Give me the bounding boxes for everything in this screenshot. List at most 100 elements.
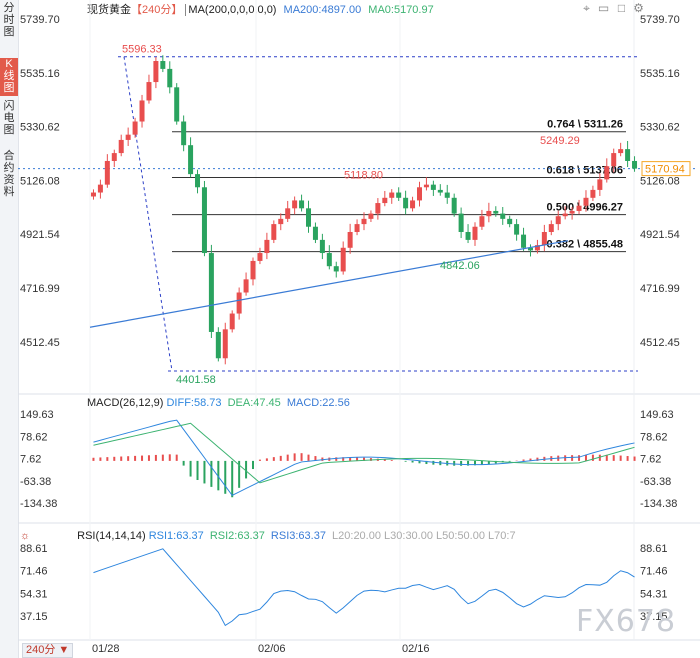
price-tick-right: 5739.70: [640, 14, 680, 26]
candle-body: [250, 260, 256, 280]
price-tick-left: 4716.99: [20, 283, 60, 295]
rsi-tick-left: 71.46: [20, 566, 48, 578]
instrument-name: 现货黄金: [87, 4, 131, 16]
candle-body: [340, 247, 346, 272]
candle-body: [590, 189, 596, 198]
fib-level-label: 0.618 \ 5137.06: [547, 165, 623, 177]
candle-body: [534, 245, 540, 251]
ma200-line: [89, 240, 569, 328]
macd-tick-left: 149.63: [20, 409, 54, 421]
candle-body: [236, 292, 242, 314]
candle-body: [389, 192, 395, 198]
rsi-settings-icon[interactable]: ☼: [20, 530, 31, 542]
candle-body: [437, 189, 443, 193]
rsi3-value: RSI3:63.37: [270, 530, 326, 542]
candle-body: [486, 210, 492, 217]
candle-body: [188, 145, 194, 175]
price-tick-left: 4921.54: [20, 229, 60, 241]
candle-body: [347, 231, 353, 248]
candle-body: [493, 210, 499, 214]
candle-body: [527, 247, 533, 251]
rsi-tick-right: 71.46: [640, 566, 668, 578]
minimize-icon[interactable]: ▭: [597, 1, 610, 15]
current-price-tag: [641, 161, 691, 177]
rsi-l30: L30:30.00: [384, 530, 433, 542]
candle-body: [555, 216, 561, 225]
candle-body: [403, 197, 409, 209]
candle-body: [541, 231, 547, 246]
macd-tick-right: 78.62: [640, 431, 668, 443]
rsi-l20: L20:20.00: [332, 530, 381, 542]
tab-flash[interactable]: 闪电图: [3, 100, 15, 136]
price-tick-right: 4512.45: [640, 337, 680, 349]
candle-body: [285, 208, 291, 219]
candle-body: [153, 61, 159, 83]
candle-body: [125, 134, 131, 140]
macd-tick-left: -63.38: [20, 476, 51, 488]
rsi-tick-left: 37.15: [20, 611, 48, 623]
macd-value: MACD:22.56: [286, 397, 350, 409]
candle-body: [361, 218, 367, 225]
candle-body: [521, 234, 527, 248]
macd-tick-right: -134.38: [640, 498, 677, 510]
macd-tick-right: -63.38: [640, 476, 671, 488]
candle-body: [306, 208, 312, 227]
candle-body: [319, 239, 325, 254]
candle-body: [458, 213, 464, 232]
macd-dea-line: [93, 422, 635, 484]
maximize-icon[interactable]: □: [617, 1, 626, 15]
ma-params[interactable]: MA(200,0,0,0,0,0): [185, 4, 277, 16]
price-tick-left: 5739.70: [20, 14, 60, 26]
macd-tick-left: -134.38: [20, 498, 57, 510]
rsi-l50: L50:50.00: [436, 530, 485, 542]
candle-body: [451, 197, 457, 214]
period-label: 【240分】: [131, 4, 183, 16]
candle-body: [271, 224, 277, 240]
candle-body: [118, 139, 124, 154]
macd-tick-left: 7.62: [20, 454, 41, 466]
price-tick-right: 5126.08: [640, 175, 680, 187]
price-chart[interactable]: 0.764 \ 5311.260.618 \ 5137.060.500 \ 49…: [18, 0, 700, 658]
macd-dea: DEA:47.45: [227, 397, 281, 409]
rsi-l70: L70:7: [488, 530, 516, 542]
tab-timeshare[interactable]: 分时图: [3, 2, 15, 38]
macd-diff: DIFF:58.73: [166, 397, 222, 409]
candle-body: [160, 61, 166, 69]
candle-body: [132, 121, 138, 135]
high-annotation: 5596.33: [122, 44, 162, 56]
recent-high-annotation: 5249.29: [540, 135, 580, 147]
pin-icon[interactable]: ⌖: [583, 1, 590, 15]
candle-body: [97, 184, 103, 193]
rsi1-value: RSI1:63.37: [148, 530, 204, 542]
candle-body: [174, 87, 180, 122]
candle-body: [500, 213, 506, 219]
candle-body: [507, 218, 513, 225]
candle-body: [90, 192, 96, 197]
rsi-line: [93, 548, 635, 627]
candle-body: [243, 279, 249, 293]
candle-body: [382, 197, 388, 204]
fib-level-label: 0.764 \ 5311.26: [547, 119, 623, 131]
candle-body: [111, 153, 117, 161]
macd-title: MACD(26,12,9): [87, 397, 164, 409]
tab-contract-info[interactable]: 合约资料: [3, 150, 15, 198]
price-tick-right: 5535.16: [640, 68, 680, 80]
candle-body: [215, 331, 221, 359]
period-selector[interactable]: 240分 ▼: [22, 643, 74, 658]
candle-body: [292, 200, 298, 209]
chart-header: 现货黄金【240分】 MA(200,0,0,0,0,0) MA200:4897.…: [87, 1, 434, 17]
candle-body: [229, 313, 235, 330]
candle-body: [569, 210, 575, 214]
candle-body: [472, 226, 478, 240]
candle-body: [333, 266, 339, 272]
date-label: 02/16: [402, 643, 430, 655]
rsi-title: RSI(14,14,14): [77, 530, 146, 542]
candle-body: [139, 100, 145, 122]
settings-icon[interactable]: ⚙: [633, 1, 644, 15]
tab-kline[interactable]: K线图: [0, 58, 18, 96]
low-annotation: 4401.58: [176, 374, 216, 386]
candle-body: [257, 253, 263, 261]
price-tick-left: 5126.08: [20, 175, 60, 187]
watermark-logo: FX678: [576, 604, 677, 639]
swing-low-annotation: 4842.06: [440, 260, 480, 272]
